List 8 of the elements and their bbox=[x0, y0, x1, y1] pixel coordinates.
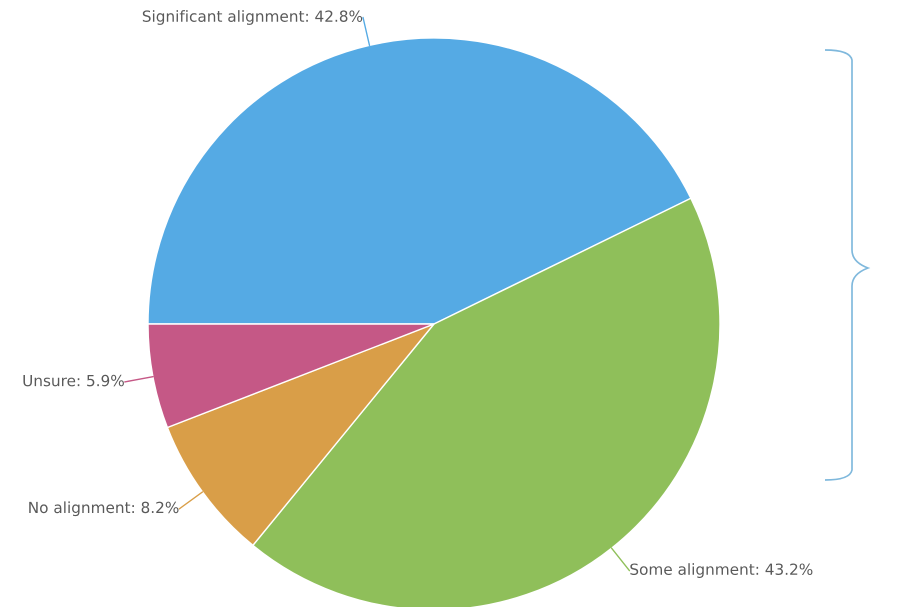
slice-label: Unsure bbox=[23, 375, 76, 386]
data-label: : 42.8% bbox=[306, 10, 362, 22]
data-label: : 5.9% bbox=[78, 374, 124, 386]
slice-label: Significant alignment bbox=[142, 10, 304, 25]
data-label: : 8.2% bbox=[132, 502, 179, 514]
slice-label: No alignment bbox=[29, 501, 130, 516]
data-label: : 43.2% bbox=[756, 563, 812, 576]
slice-label: Some alignment bbox=[630, 563, 754, 578]
